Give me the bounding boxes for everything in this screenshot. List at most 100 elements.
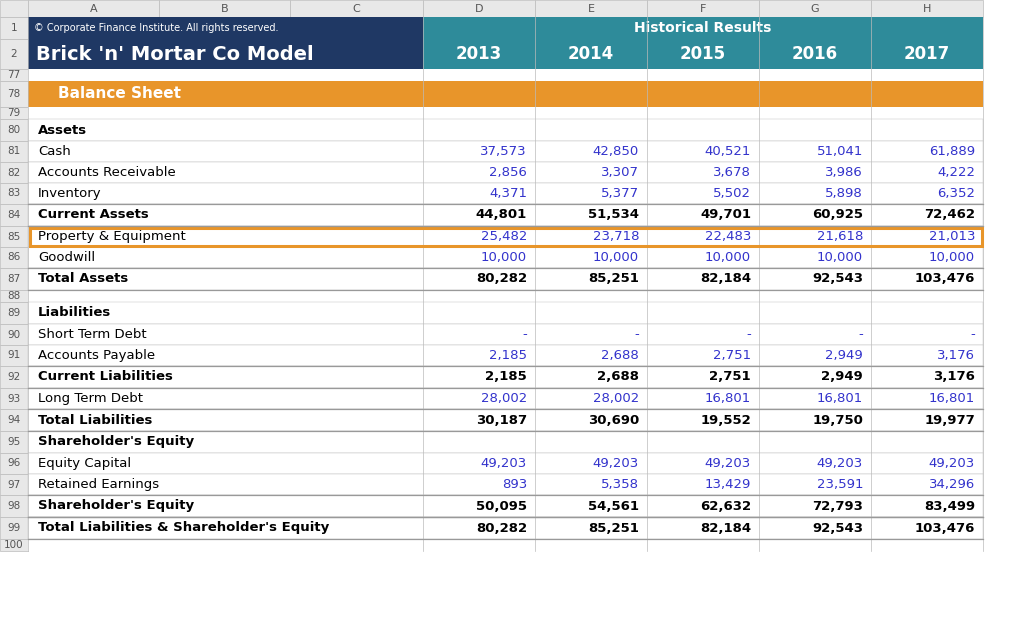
Text: 2,688: 2,688 (601, 349, 639, 362)
Text: 95: 95 (7, 437, 20, 447)
Text: Accounts Receivable: Accounts Receivable (38, 166, 176, 179)
Bar (0, 0, 28, 17)
Text: 78: 78 (7, 89, 20, 99)
Bar (0, 17, 28, 39)
Text: -: - (634, 328, 639, 341)
Text: 49,203: 49,203 (593, 457, 639, 470)
Bar (28, 119, 983, 141)
Text: 2017: 2017 (904, 45, 950, 63)
Bar (0, 141, 28, 162)
Text: 49,203: 49,203 (929, 457, 975, 470)
Text: 2015: 2015 (680, 45, 726, 63)
Text: Balance Sheet: Balance Sheet (58, 87, 181, 101)
Text: 10,000: 10,000 (593, 251, 639, 264)
Bar (0, 107, 28, 119)
Text: 91: 91 (7, 350, 20, 361)
Text: 103,476: 103,476 (914, 522, 975, 534)
Bar (28, 107, 983, 119)
Text: 21,618: 21,618 (816, 230, 863, 243)
Bar (28, 268, 983, 290)
Bar (0, 517, 28, 539)
Text: -: - (858, 328, 863, 341)
Text: 13,429: 13,429 (705, 478, 751, 491)
Bar (28, 453, 983, 474)
Bar (28, 141, 983, 162)
Text: 49,203: 49,203 (480, 457, 527, 470)
Bar (423, 0, 535, 17)
Text: Equity Capital: Equity Capital (38, 457, 131, 470)
Text: Brick 'n' Mortar Co Model: Brick 'n' Mortar Co Model (36, 45, 313, 64)
Text: 2,185: 2,185 (489, 349, 527, 362)
Bar (0, 183, 28, 204)
Bar (0, 204, 28, 226)
Text: 85,251: 85,251 (588, 273, 639, 285)
Bar (423, 39, 535, 69)
Bar (0, 119, 28, 141)
Bar (290, 0, 423, 17)
Text: Property & Equipment: Property & Equipment (38, 230, 185, 243)
Bar (0, 268, 28, 290)
Bar (0, 162, 28, 183)
Bar (28, 39, 423, 69)
Text: 61,889: 61,889 (929, 145, 975, 158)
Bar (0, 551, 1024, 637)
Bar (28, 495, 983, 517)
Text: 2,949: 2,949 (825, 349, 863, 362)
Text: 2016: 2016 (792, 45, 838, 63)
Text: 16,801: 16,801 (705, 392, 751, 405)
Text: 4,222: 4,222 (937, 166, 975, 179)
Bar (28, 162, 983, 183)
Text: 28,002: 28,002 (593, 392, 639, 405)
Bar (871, 39, 983, 69)
Text: 54,561: 54,561 (588, 499, 639, 513)
Text: 3,176: 3,176 (933, 371, 975, 383)
Text: 44,801: 44,801 (476, 208, 527, 222)
Bar (28, 366, 983, 388)
Text: 10,000: 10,000 (817, 251, 863, 264)
Text: 3,986: 3,986 (825, 166, 863, 179)
Bar (0, 431, 28, 453)
Text: G: G (811, 3, 819, 13)
Text: 98: 98 (7, 501, 20, 511)
Text: 100: 100 (4, 540, 24, 550)
Bar (30, 227, 981, 245)
Bar (759, 0, 871, 17)
Bar (159, 0, 290, 17)
Bar (0, 81, 28, 107)
Text: 86: 86 (7, 252, 20, 262)
Bar (28, 474, 983, 495)
Bar (0, 453, 28, 474)
Text: 82: 82 (7, 168, 20, 178)
Bar (647, 0, 759, 17)
Text: Accounts Payable: Accounts Payable (38, 349, 155, 362)
Text: 28,002: 28,002 (480, 392, 527, 405)
Text: Retained Earnings: Retained Earnings (38, 478, 159, 491)
Text: 103,476: 103,476 (914, 273, 975, 285)
Text: 84: 84 (7, 210, 20, 220)
Text: A: A (90, 3, 97, 13)
Text: 82,184: 82,184 (699, 522, 751, 534)
Bar (28, 388, 983, 409)
Bar (28, 324, 983, 345)
Bar (28, 409, 983, 431)
Text: 82,184: 82,184 (699, 273, 751, 285)
Bar (871, 0, 983, 17)
Bar (0, 366, 28, 388)
Bar (0, 302, 28, 324)
Text: -: - (522, 328, 527, 341)
Text: H: H (923, 3, 931, 13)
Bar (28, 226, 983, 247)
Text: 37,573: 37,573 (480, 145, 527, 158)
Text: Historical Results: Historical Results (634, 21, 772, 35)
Text: 2: 2 (10, 49, 17, 59)
Text: 2014: 2014 (568, 45, 614, 63)
Text: 50,095: 50,095 (476, 499, 527, 513)
Text: 16,801: 16,801 (817, 392, 863, 405)
Text: 30,690: 30,690 (588, 413, 639, 427)
Bar (28, 0, 159, 17)
Bar (0, 388, 28, 409)
Text: 96: 96 (7, 459, 20, 468)
Text: 80,282: 80,282 (476, 273, 527, 285)
Text: 79: 79 (7, 108, 20, 118)
Bar (28, 183, 983, 204)
